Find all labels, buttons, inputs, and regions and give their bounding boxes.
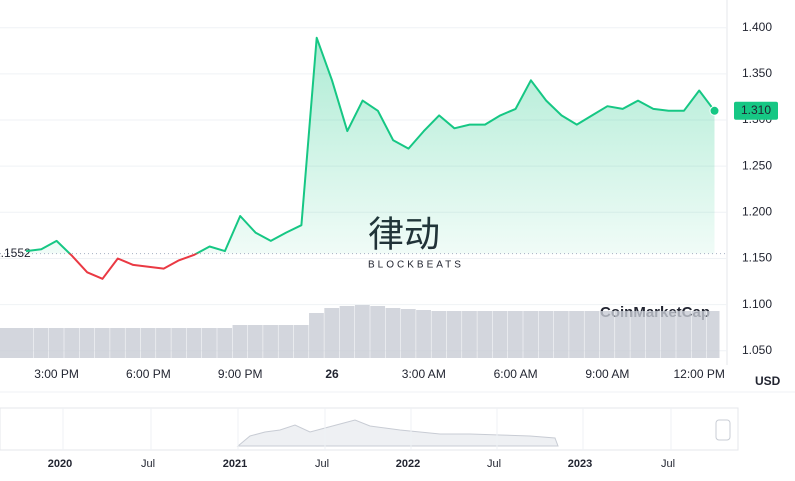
volume-bar [615,311,630,358]
volume-bar [94,328,110,358]
volume-bar [462,311,477,358]
volume-bar [523,311,539,358]
volume-bar [400,309,416,358]
volume-bar [48,328,64,358]
x-tick-label: 3:00 AM [402,367,446,381]
watermark: BLOCKBEATS [368,260,464,271]
volume-bar [492,311,508,358]
navigator-label: Jul [315,458,329,470]
volume-bar [370,306,386,358]
volume-bar [553,311,569,358]
volume-bar [691,311,707,358]
x-tick-label: 6:00 PM [126,367,171,381]
volume-bar [446,311,462,358]
navigator-label: 2021 [223,458,247,470]
volume-bar [324,308,340,358]
x-tick-label: 9:00 PM [218,367,263,381]
volume-bar [569,311,584,358]
area [26,37,715,254]
volume-bar [0,328,34,358]
volume-bar [156,328,171,358]
x-tick-label: 12:00 PM [674,367,725,381]
volume-bar [309,313,324,358]
y-tick-label: 1.200 [742,204,772,218]
volume-bar [339,306,355,358]
volume-bar [186,328,202,358]
volume-bar [431,311,447,358]
volume-bar [660,311,676,358]
y-tick-label: 1.400 [742,20,772,34]
navigator-label: 2022 [396,458,420,470]
y-tick-label: 1.350 [742,66,772,80]
volume-bar [125,328,141,358]
volume-bar [385,308,401,358]
volume-bar [293,325,309,358]
volume-bar [538,311,554,358]
navigator-label: Jul [487,458,501,470]
volume-bar [110,328,125,358]
volume-bar [232,325,248,358]
navigator-area [236,419,559,447]
price-badge [734,101,778,120]
volume-bar [263,325,278,358]
last-point [709,105,720,116]
volume-bar [416,310,431,358]
navigator-frame [0,407,739,451]
y-tick-label: 1.150 [742,251,772,265]
volume-bar [278,325,294,358]
x-tick-label: 9:00 AM [585,367,629,381]
volume-bar [33,328,49,358]
volume-bar [140,328,156,358]
volume-bar [630,311,646,358]
navigator-label: Jul [141,458,155,470]
price-badge-label: 1.310 [741,103,771,117]
volume-bar [706,311,720,358]
volume-bar [64,328,80,358]
volume-bar [676,311,692,358]
volume-bar [584,311,600,358]
navigator-label: 2020 [48,458,72,470]
volume-bar [477,311,493,358]
volume-bar [507,311,523,358]
y-tick-label: 1.050 [742,343,772,357]
x-tick-label: 6:00 AM [494,367,538,381]
x-tick-label: 26 [325,367,339,381]
y-tick-label: 1.250 [742,158,772,172]
navigator-label: Jul [661,458,675,470]
y-tick-label: 1.100 [742,297,772,311]
volume-bar [217,328,233,358]
volume-bar [599,311,615,358]
volume-bar [79,328,95,358]
navigator-handle[interactable] [715,419,731,441]
price-line [25,36,716,280]
volume-bar [247,325,263,358]
x-tick-label: 3:00 PM [34,367,79,381]
volume-bar [201,328,217,358]
baseline-label: 1.1552 [0,246,31,260]
volume-bar [645,311,661,358]
currency-label: USD [755,374,781,388]
navigator-label: 2023 [568,458,592,470]
volume-bar [171,328,187,358]
volume-bar [354,305,370,358]
